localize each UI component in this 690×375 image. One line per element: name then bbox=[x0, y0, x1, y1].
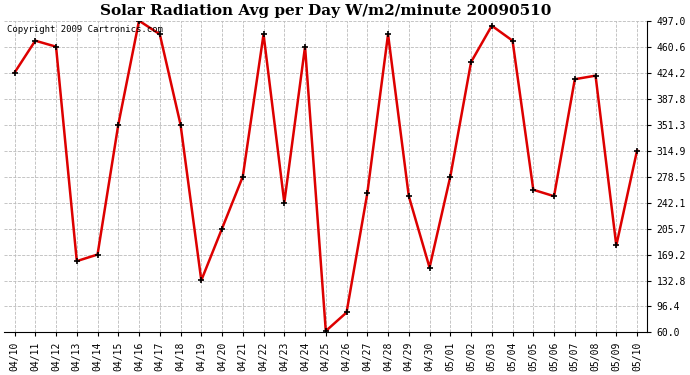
Text: Copyright 2009 Cartronics.com: Copyright 2009 Cartronics.com bbox=[8, 26, 164, 34]
Title: Solar Radiation Avg per Day W/m2/minute 20090510: Solar Radiation Avg per Day W/m2/minute … bbox=[100, 4, 551, 18]
